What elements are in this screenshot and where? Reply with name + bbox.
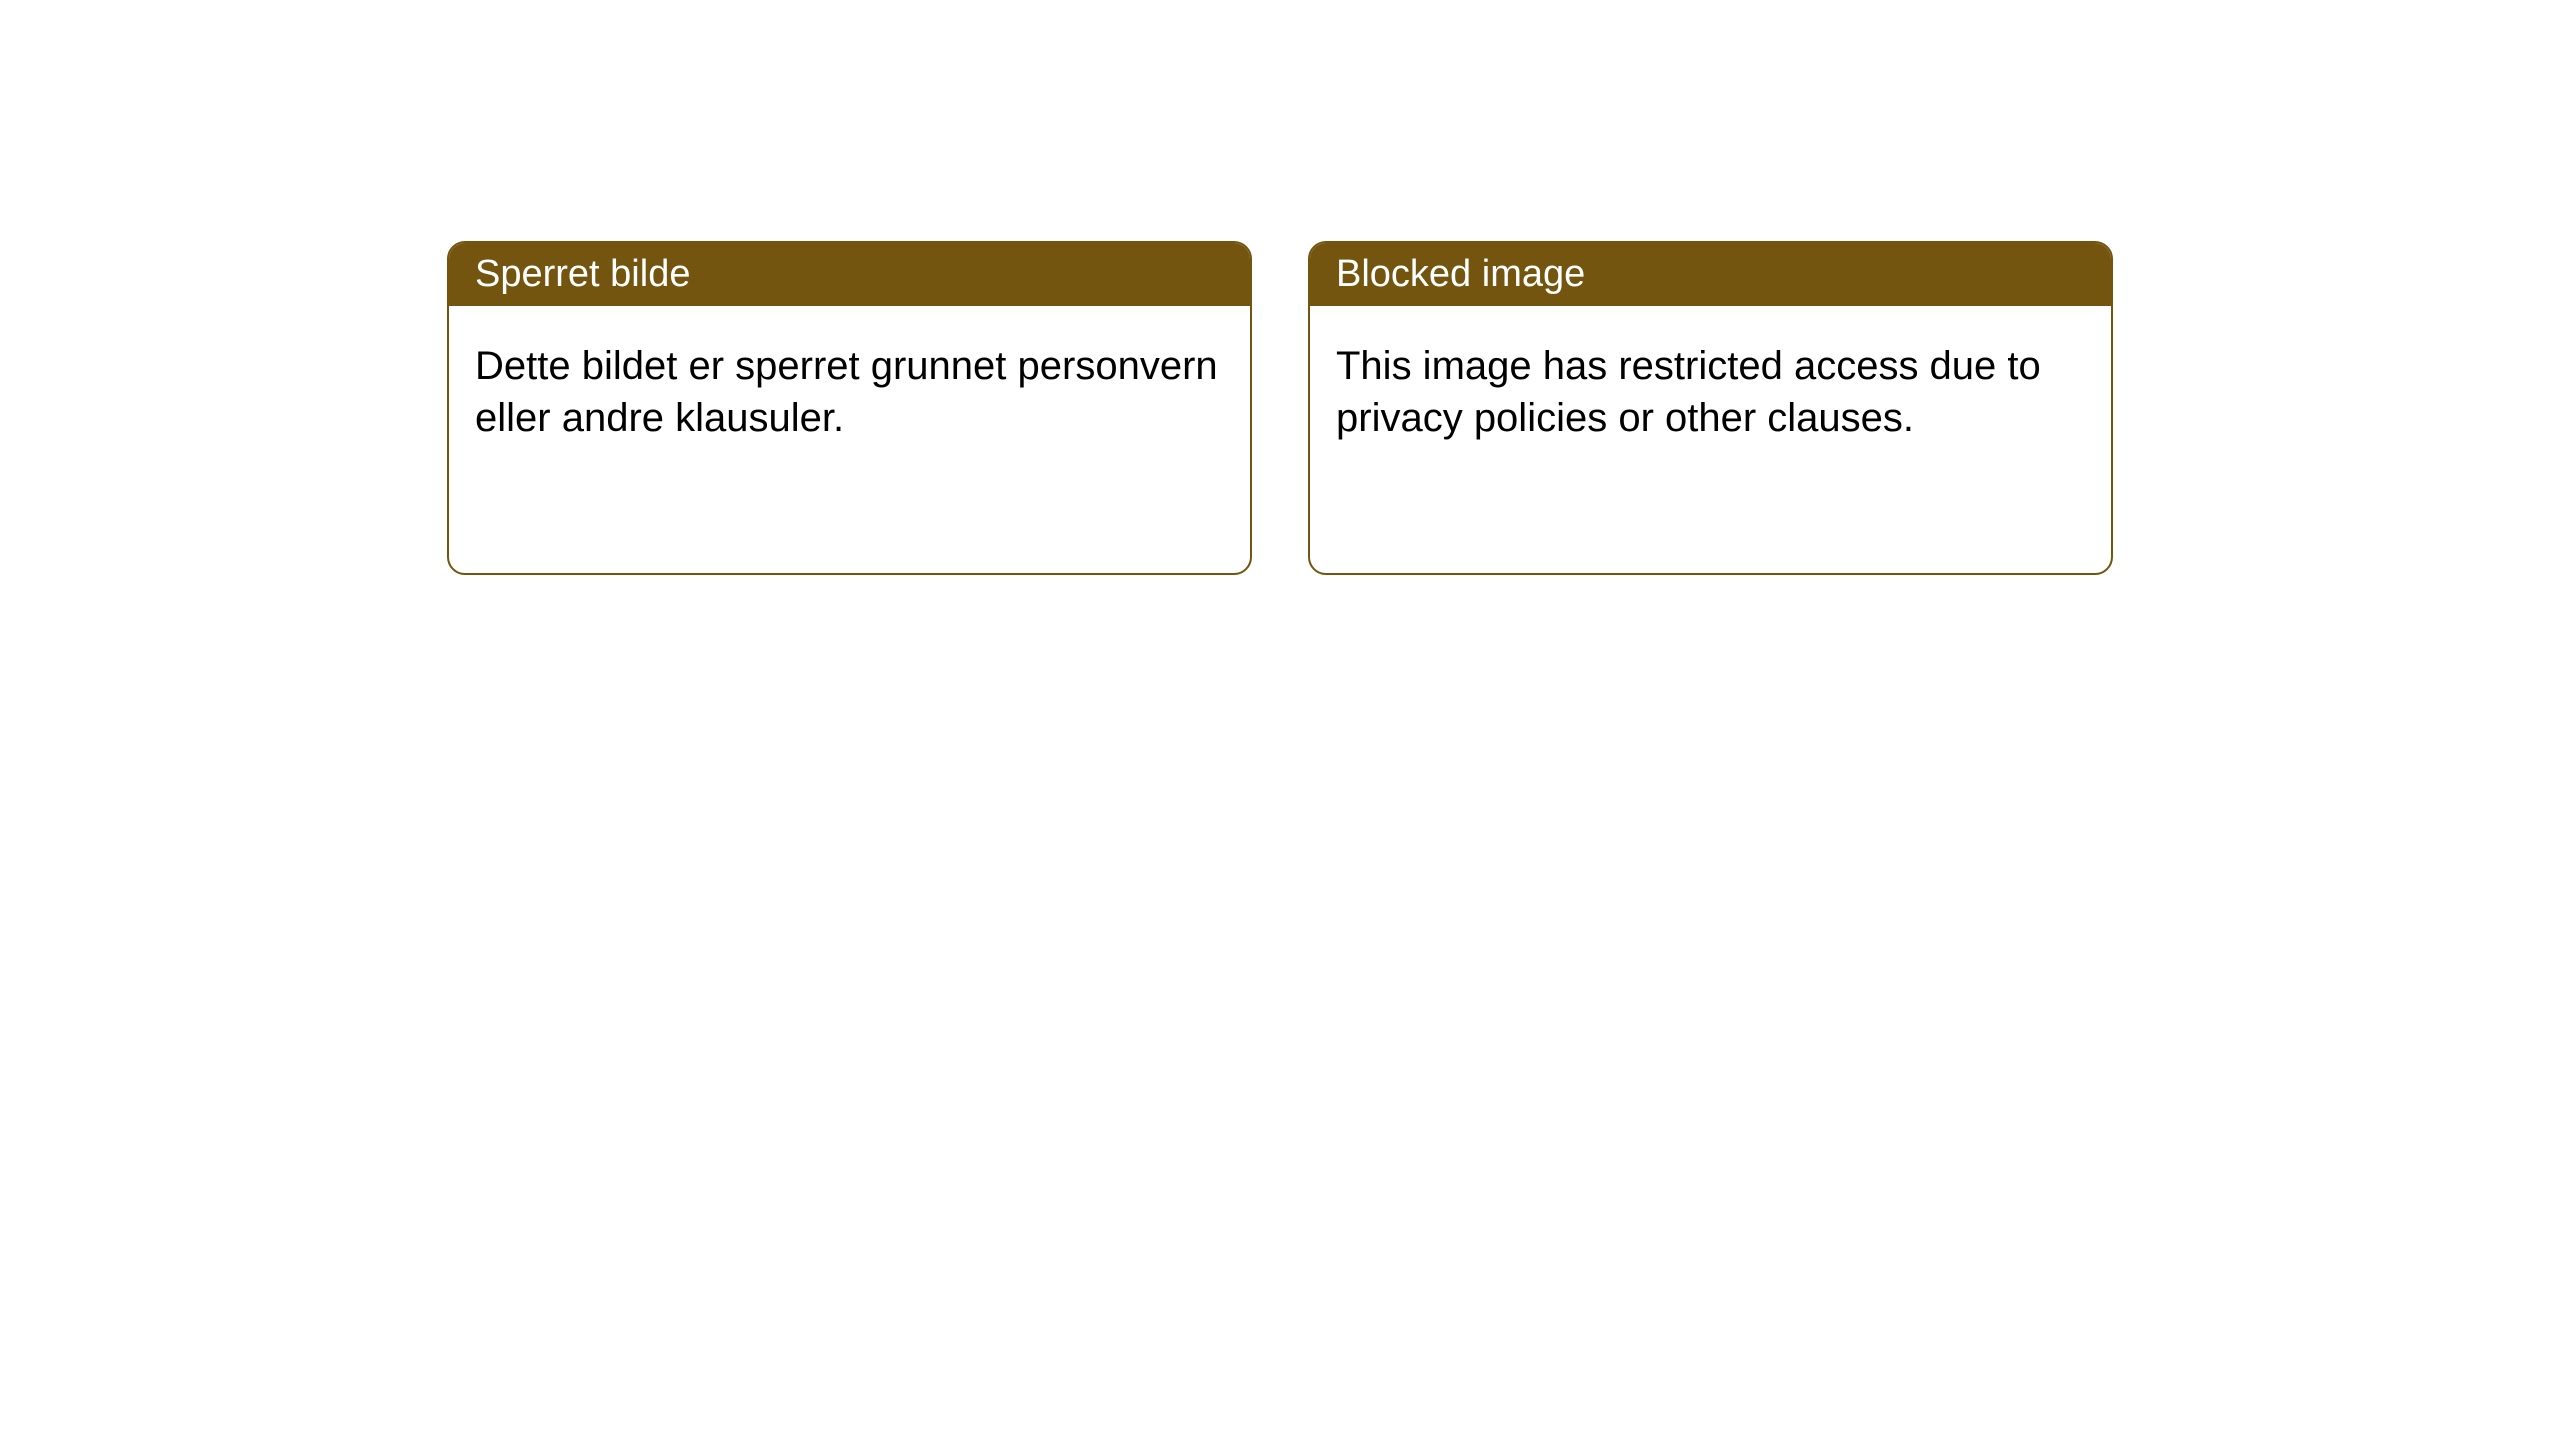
notice-container: Sperret bilde Dette bildet er sperret gr… [447, 241, 2113, 575]
notice-title: Blocked image [1336, 253, 1585, 295]
notice-body: Dette bildet er sperret grunnet personve… [449, 306, 1250, 478]
notice-body: This image has restricted access due to … [1310, 306, 2111, 478]
notice-card-english: Blocked image This image has restricted … [1308, 241, 2113, 575]
notice-header: Sperret bilde [449, 243, 1250, 306]
notice-text: Dette bildet er sperret grunnet personve… [475, 344, 1218, 440]
notice-header: Blocked image [1310, 243, 2111, 306]
notice-title: Sperret bilde [475, 253, 690, 295]
notice-text: This image has restricted access due to … [1336, 344, 2041, 440]
notice-card-norwegian: Sperret bilde Dette bildet er sperret gr… [447, 241, 1252, 575]
